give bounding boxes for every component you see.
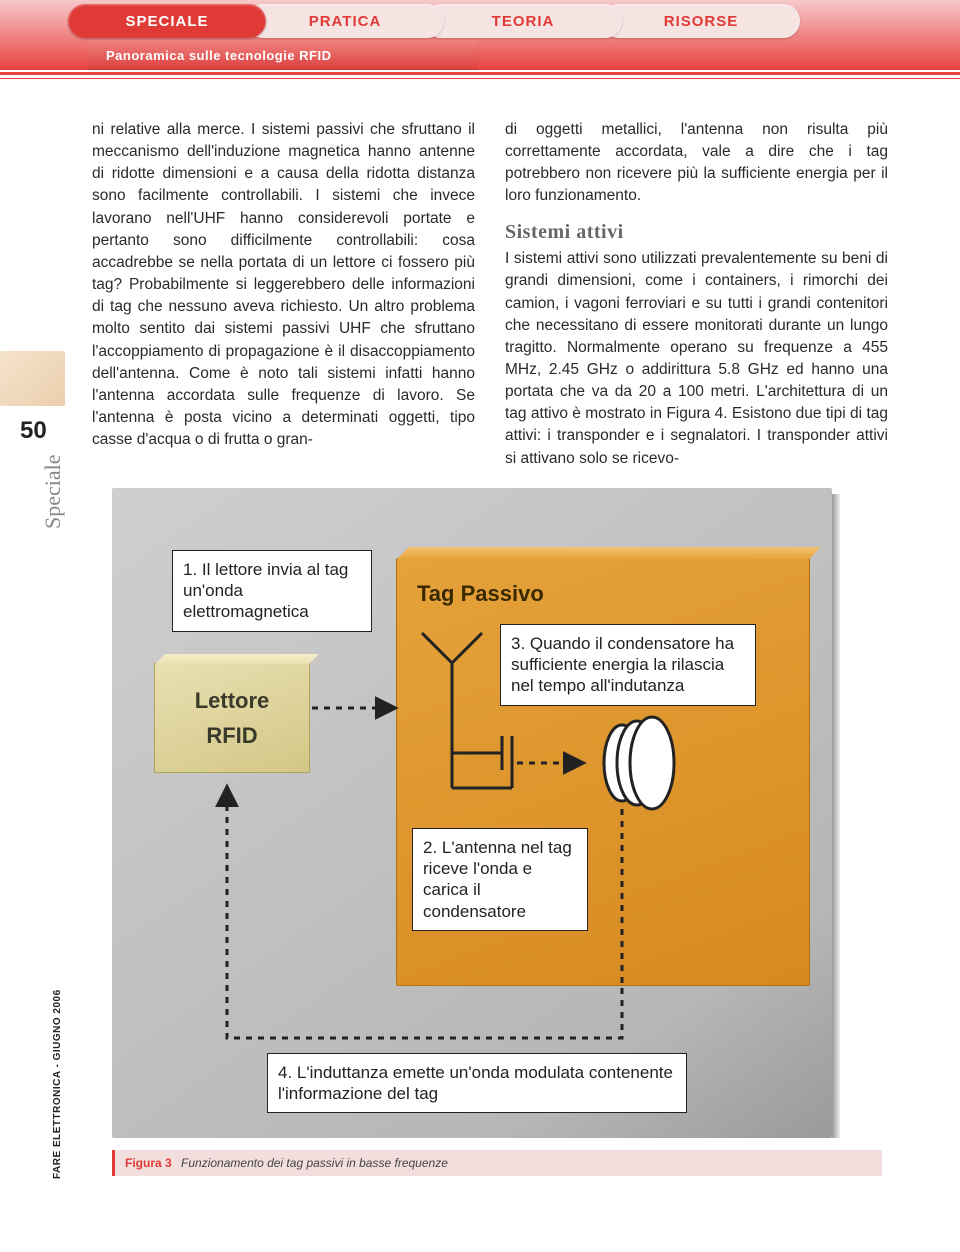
margin-thumbnail (0, 351, 65, 406)
column-left: ni relative alla merce. I sistemi passiv… (92, 119, 475, 470)
tab-label: RISORSE (664, 13, 739, 30)
tab-pratica[interactable]: PRATICA (246, 4, 444, 38)
tab-risorse[interactable]: RISORSE (602, 4, 800, 38)
caption-text: Funzionamento dei tag passivi in basse f… (181, 1156, 448, 1170)
section-label-vertical: Speciale (40, 454, 66, 529)
tab-label: SPECIALE (125, 13, 208, 30)
figure-caption: Figura 3 Funzionamento dei tag passivi i… (112, 1150, 882, 1176)
tag-passivo-title: Tag Passivo (417, 581, 544, 607)
box-top-face (155, 654, 319, 664)
tab-teoria[interactable]: TEORIA (424, 4, 622, 38)
callout-1: 1. Il lettore invia al tag un'onda elett… (172, 550, 372, 632)
header-rule-thick (0, 72, 960, 75)
header-band: SPECIALE PRATICA TEORIA RISORSE Panorami… (0, 0, 960, 70)
tab-label: PRATICA (309, 13, 382, 30)
tab-bar: SPECIALE PRATICA TEORIA RISORSE (0, 4, 960, 38)
reader-label-2: RFID (206, 718, 257, 753)
lettore-rfid-box: Lettore RFID (154, 663, 310, 773)
tab-label: TEORIA (492, 13, 555, 30)
magazine-label-vertical: FARE ELETTRONICA - GIUGNO 2006 (52, 989, 63, 1179)
text-columns: ni relative alla merce. I sistemi passiv… (92, 119, 888, 470)
callout-4: 4. L'induttanza emette un'onda modulata … (267, 1053, 687, 1114)
figure-3: Tag Passivo Lettore RFID 1. Il lettore i… (112, 488, 888, 1176)
column-right: di oggetti metallici, l'antenna non risu… (505, 119, 888, 470)
caption-label: Figura 3 (125, 1156, 172, 1170)
body-text: di oggetti metallici, l'antenna non risu… (505, 121, 888, 204)
left-margin: 50 Speciale FARE ELETTRONICA - GIUGNO 20… (0, 79, 65, 1196)
callout-3: 3. Quando il condensatore ha sufficiente… (500, 624, 756, 706)
body-text: I sistemi attivi sono utilizzati prevale… (505, 250, 888, 466)
subtitle: Panoramica sulle tecnologie RFID (88, 40, 478, 70)
callout-2: 2. L'antenna nel tag riceve l'onda e car… (412, 828, 588, 931)
figure-canvas: Tag Passivo Lettore RFID 1. Il lettore i… (112, 488, 832, 1138)
reader-label-1: Lettore (195, 683, 270, 718)
section-heading: Sistemi attivi (505, 218, 888, 247)
body-text: ni relative alla merce. I sistemi passiv… (92, 121, 475, 448)
page-body: 50 Speciale FARE ELETTRONICA - GIUGNO 20… (0, 79, 960, 1196)
tab-speciale[interactable]: SPECIALE (68, 4, 266, 38)
page-number: 50 (20, 417, 47, 445)
box-top-face (397, 547, 821, 559)
figure-shadow (832, 494, 840, 1138)
